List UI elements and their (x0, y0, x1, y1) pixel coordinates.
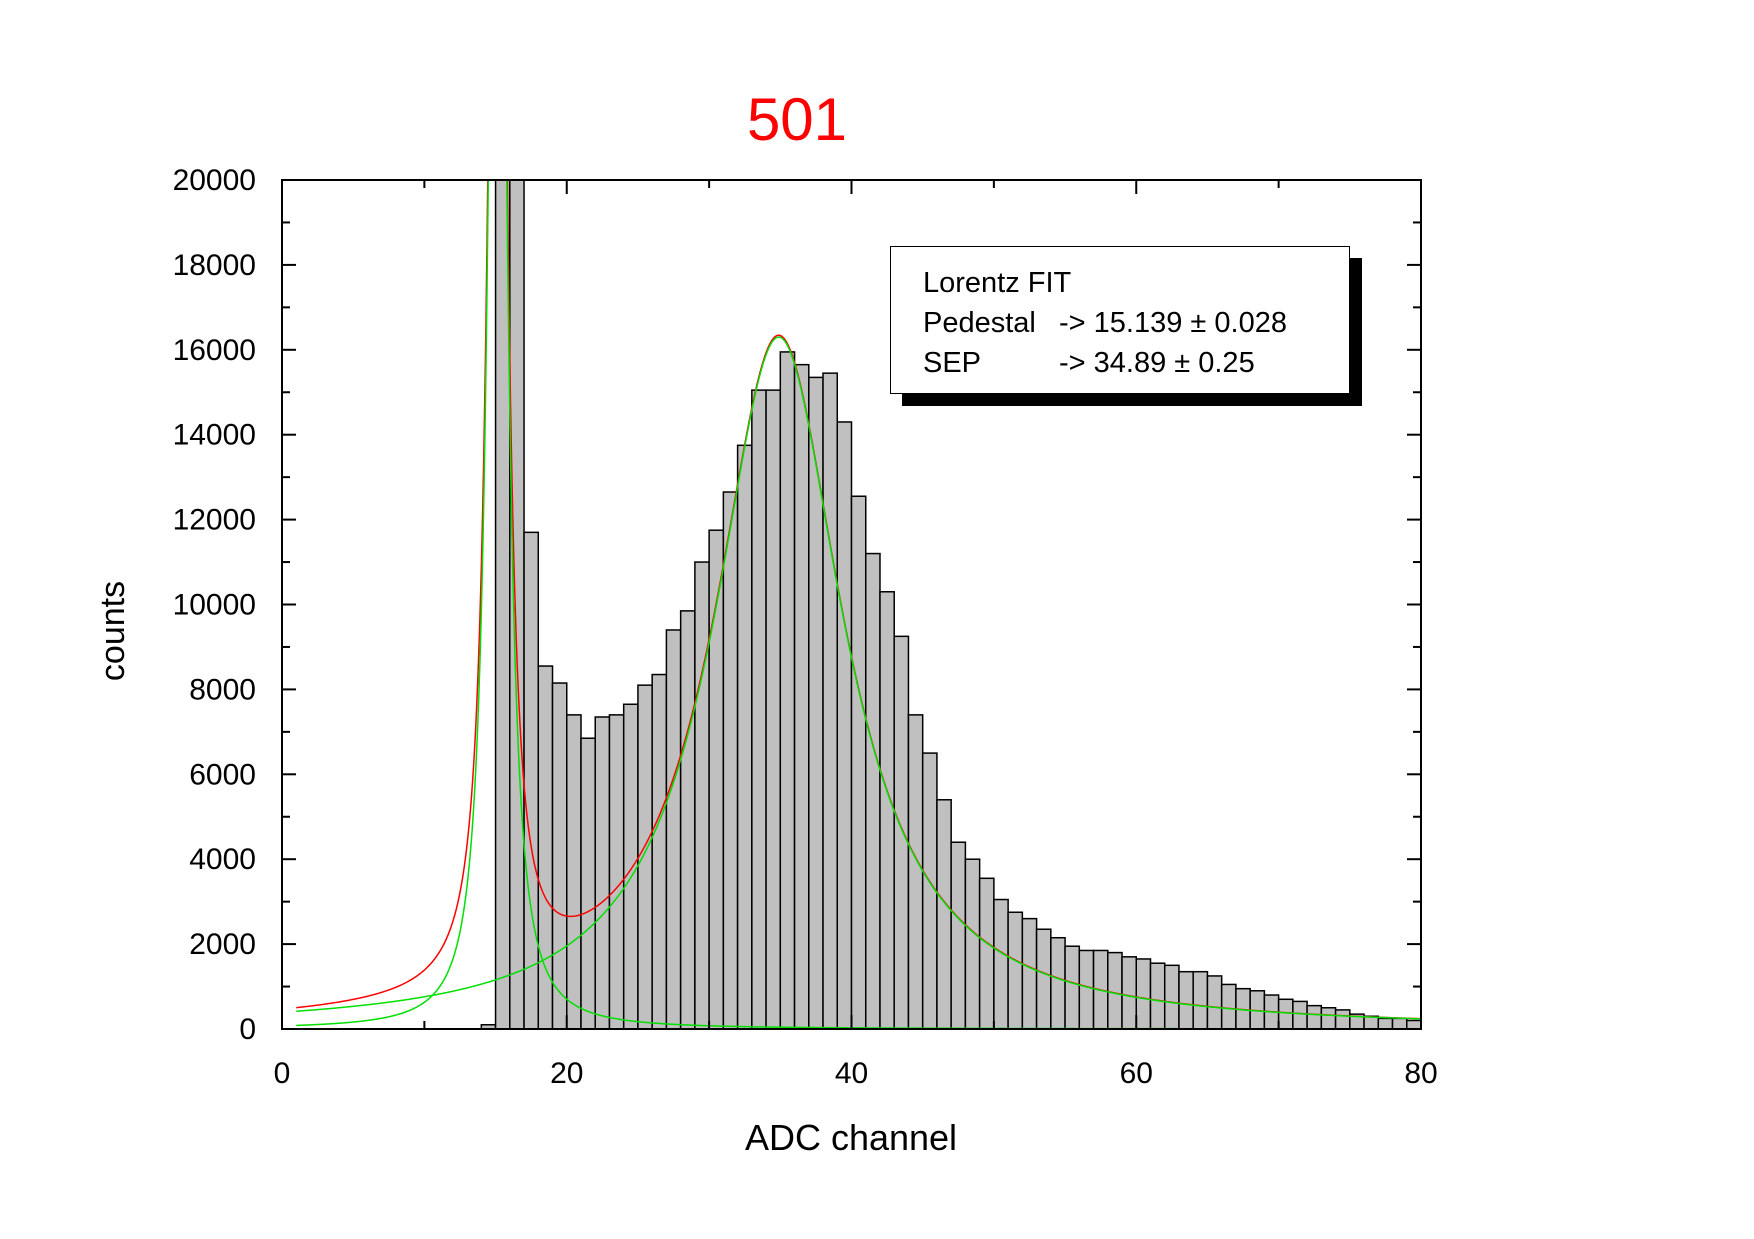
x-axis-label: ADC channel (745, 1117, 957, 1158)
histogram-bar (1149, 962, 1166, 1030)
y-tick-label: 18000 (173, 249, 256, 282)
histogram-bar (850, 495, 867, 1030)
legend-row-sep: SEP -> 34.89 ± 0.25 (923, 343, 1349, 383)
histogram-bar (694, 561, 710, 1030)
histogram-bar (1078, 949, 1095, 1030)
histogram-bar (779, 351, 796, 1030)
histogram-bar (993, 898, 1009, 1030)
histogram-bar (936, 799, 952, 1030)
histogram-bar (637, 684, 653, 1030)
histogram-bar (1320, 1007, 1337, 1030)
histogram-bar (1192, 970, 1209, 1030)
legend-row-pedestal: Pedestal -> 15.139 ± 0.028 (923, 303, 1349, 343)
histogram-bar (1292, 1000, 1308, 1030)
y-tick-label: 20000 (173, 164, 256, 197)
histogram-bar (1121, 956, 1138, 1030)
legend-name: Pedestal (923, 307, 1036, 339)
histogram-bar (594, 716, 611, 1030)
histogram-bar (765, 389, 782, 1030)
histogram-bar (1035, 928, 1052, 1030)
histogram-bar (736, 444, 753, 1030)
histogram-bar (836, 421, 853, 1030)
x-tick-label: 80 (1404, 1057, 1437, 1090)
histogram-bar (1064, 945, 1081, 1030)
histogram-bar (722, 491, 739, 1030)
histogram-bar (679, 610, 696, 1030)
histogram-bar (622, 703, 639, 1030)
histogram-bar (523, 531, 540, 1030)
y-axis-label: counts (94, 581, 132, 681)
histogram-bar (950, 841, 967, 1030)
histogram-bar (808, 376, 824, 1030)
histogram-bar (1050, 936, 1066, 1030)
axes: 0 20 40 60 80 0 2000 4000 6000 8000 10000 12000 1400… (173, 164, 1438, 1090)
histogram-bar (1178, 970, 1194, 1030)
x-tick-label: 40 (835, 1057, 868, 1090)
histogram-bar (1135, 958, 1152, 1030)
histogram-bar (751, 389, 767, 1030)
legend-title: Lorentz FIT (923, 267, 1072, 299)
histogram-bar (566, 714, 582, 1030)
histogram-bar (1107, 951, 1123, 1030)
y-tick-label: 6000 (189, 758, 256, 791)
histogram-bar (1163, 964, 1180, 1030)
histogram-bar (1206, 975, 1223, 1030)
histogram-bar (1007, 911, 1024, 1030)
histogram-bar (537, 665, 554, 1030)
histogram-bar (1021, 917, 1038, 1030)
histogram-bar (893, 635, 910, 1030)
x-tick-label: 0 (274, 1057, 291, 1090)
histogram-bar (793, 363, 810, 1030)
y-tick-label: 2000 (189, 928, 256, 961)
y-tick-label: 10000 (173, 589, 256, 622)
histogram-bars (480, 179, 1422, 1030)
histogram-bar (907, 714, 924, 1030)
legend-value: -> 34.89 ± 0.25 (1059, 347, 1255, 379)
x-tick-label: 20 (550, 1057, 583, 1090)
y-tick-label: 14000 (173, 419, 256, 452)
y-tick-label: 0 (239, 1013, 256, 1046)
histogram-bar (1363, 1015, 1380, 1030)
histogram-bar (1334, 1009, 1351, 1030)
histogram-bar (1220, 983, 1237, 1030)
histogram-bar (608, 714, 625, 1030)
histogram-bar (1377, 1017, 1394, 1030)
fit-curve (296, 336, 1421, 1020)
histogram-bar (1306, 1004, 1323, 1030)
histogram-bar (509, 179, 525, 1030)
y-tick-label: 4000 (189, 843, 256, 876)
histogram-bar (879, 591, 895, 1030)
histogram-bar (580, 737, 596, 1030)
chart-title: 501 (747, 86, 847, 153)
histogram-bar (964, 858, 981, 1030)
legend-name: SEP (923, 347, 982, 379)
histogram-bar (1406, 1019, 1422, 1030)
histogram-bar (651, 673, 668, 1030)
histogram-bar (551, 682, 568, 1030)
histogram-bar (1277, 998, 1294, 1030)
y-tick-label: 12000 (173, 504, 256, 537)
legend: Lorentz FIT Pedestal -> 15.139 ± 0.028 SE… (890, 246, 1350, 394)
legend-value: -> 15.139 ± 0.028 (1059, 307, 1287, 339)
histogram-bar (1391, 1017, 1408, 1030)
y-tick-label: 16000 (173, 334, 256, 367)
histogram-bar (978, 877, 995, 1030)
y-tick-label: 8000 (189, 673, 256, 706)
histogram-bar (665, 629, 682, 1030)
histogram-bar (864, 552, 881, 1030)
histogram-bar (822, 372, 839, 1030)
x-tick-label: 60 (1120, 1057, 1153, 1090)
